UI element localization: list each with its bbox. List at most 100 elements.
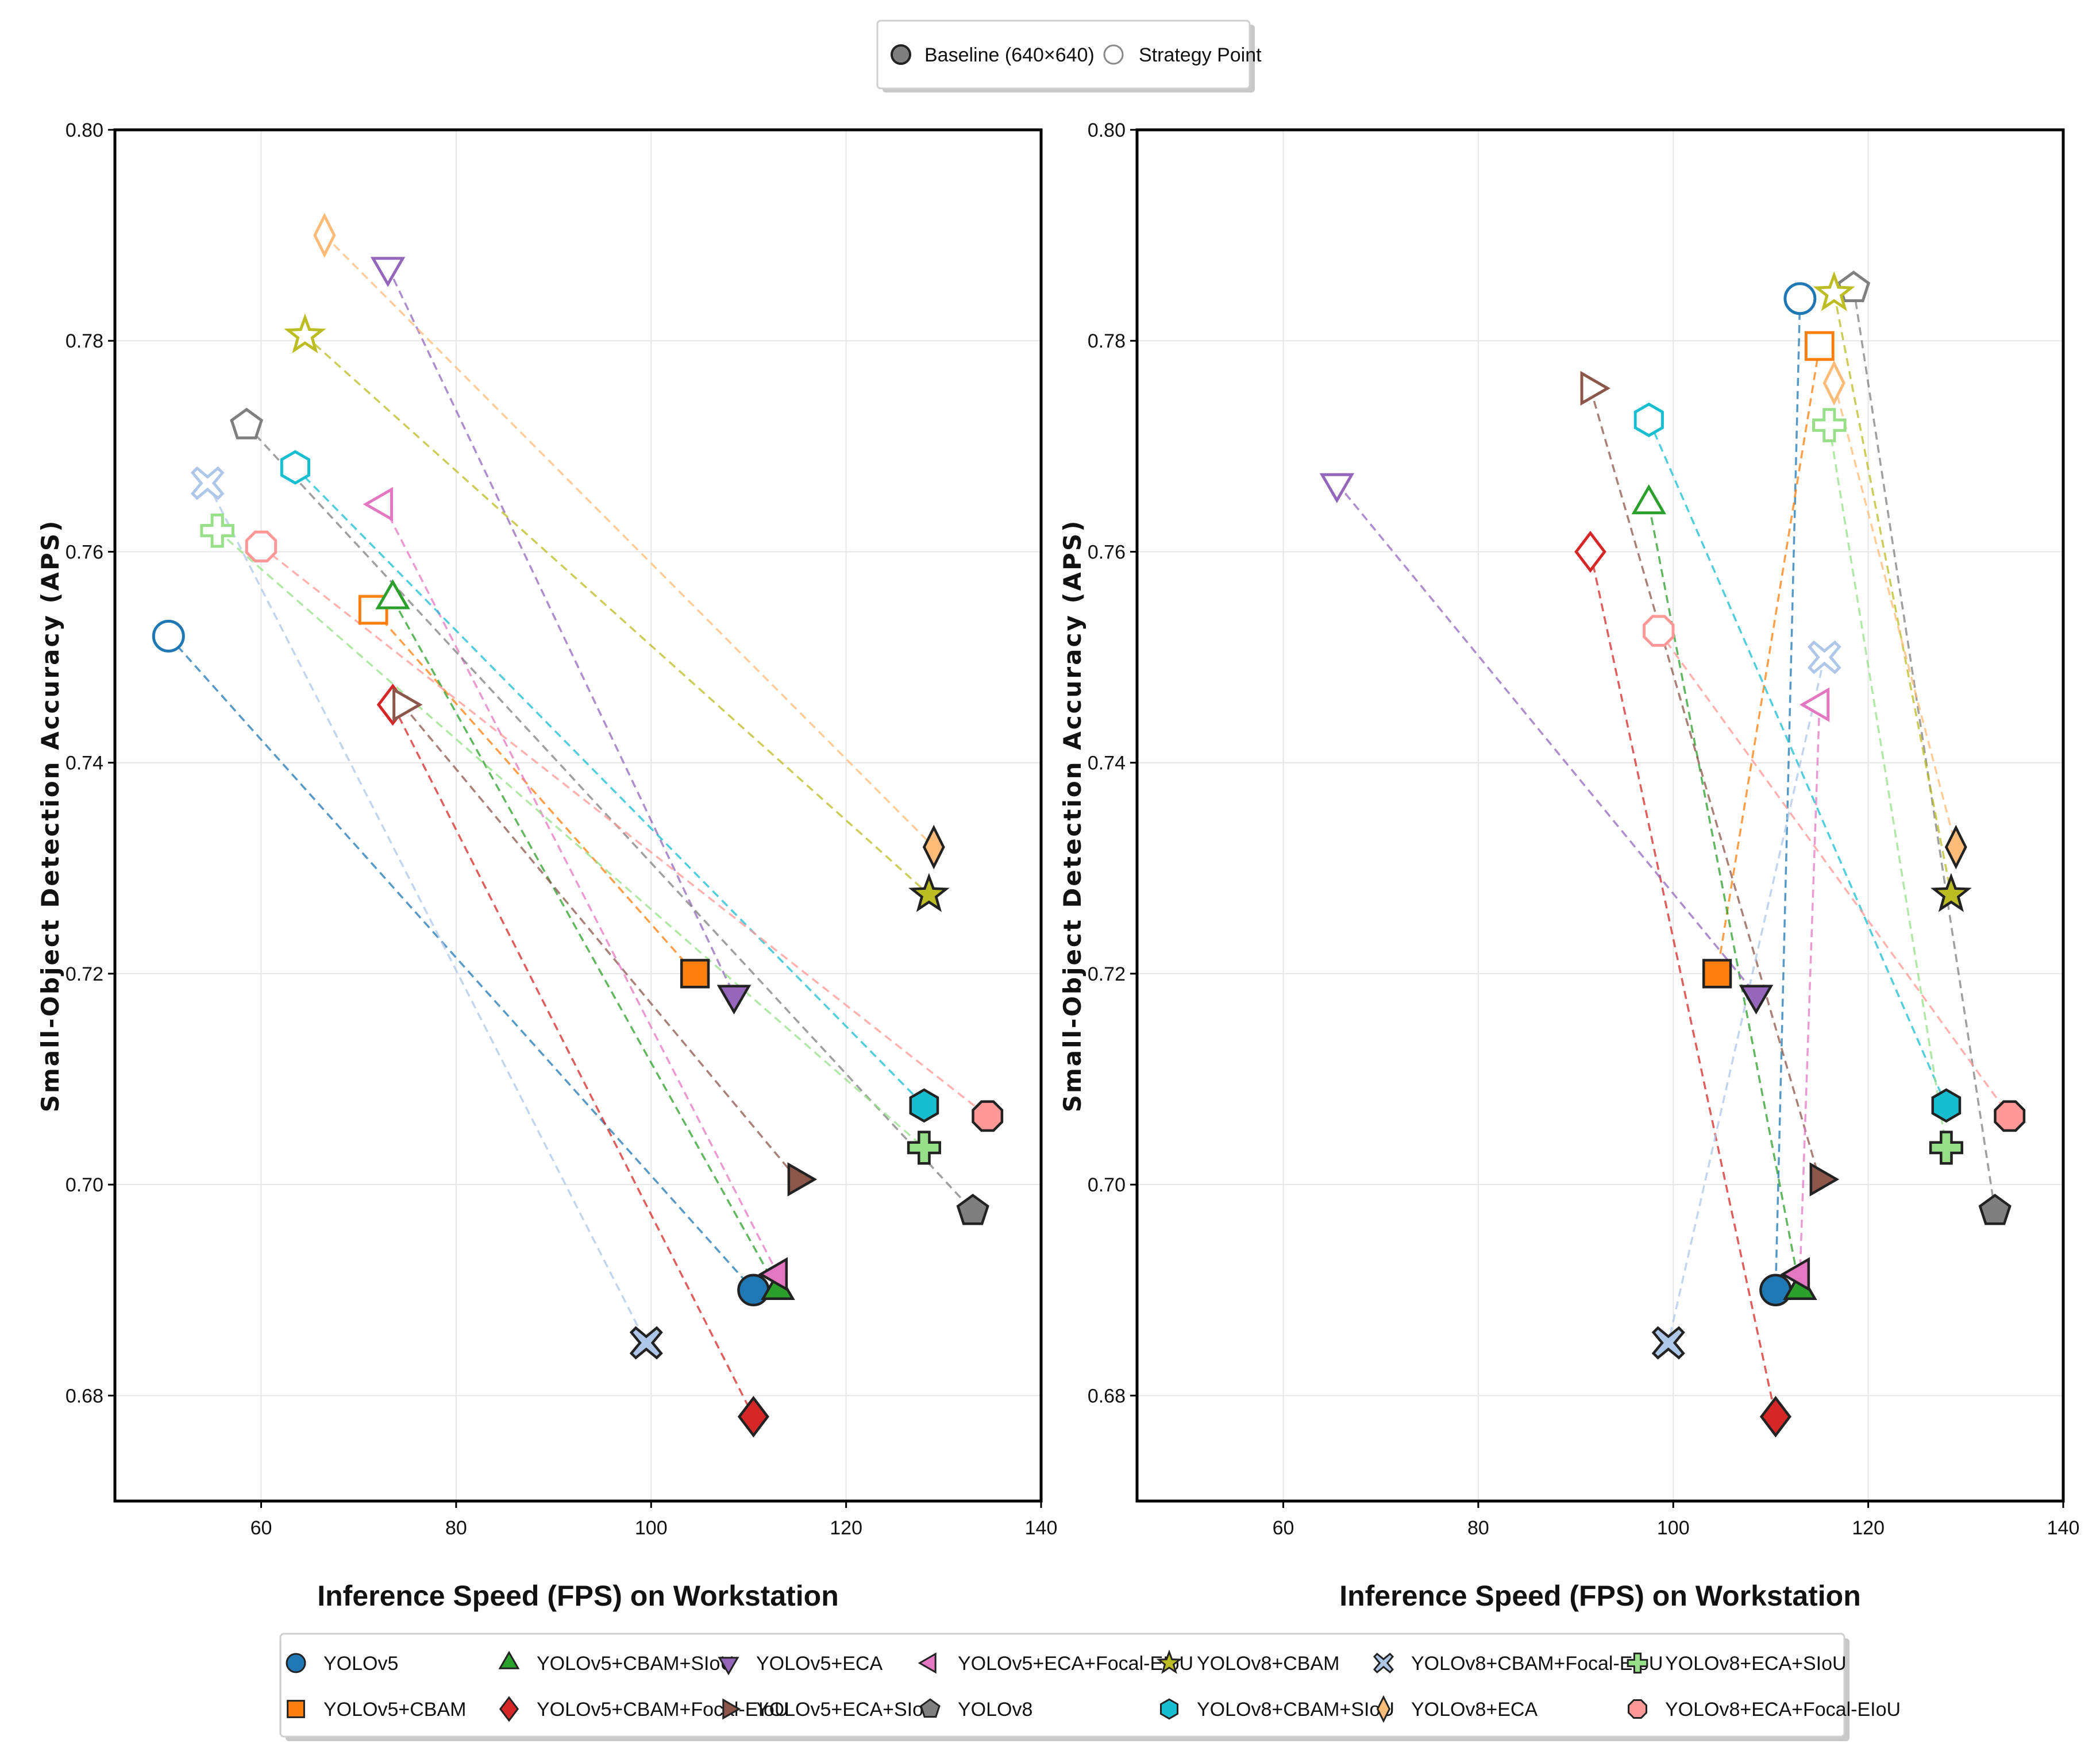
- left-baseline-point-yolov8-cbam-focal-eiou: [629, 1326, 663, 1360]
- left-axis-ticks: 60 80 100 120 140 0.68 0.70 0.72 0.74 0.76 0.78 0.8…: [65, 119, 1058, 1539]
- right-line-yolov8-eca-focal-eiou: [1658, 630, 2011, 1117]
- right-plot-frame: [1135, 128, 2065, 1503]
- right-y-tick-label: 0.72: [1088, 963, 1126, 985]
- right-line-yolov8-cbam-focal-eiou: [1667, 657, 1825, 1343]
- left-strategy-point-yolov5-cbam-siou: [375, 579, 410, 609]
- right-y-tick-label: 0.78: [1088, 330, 1126, 352]
- right-baseline-point-yolov5: [1759, 1274, 1792, 1307]
- left-plot-frame: [113, 128, 1043, 1503]
- right-line-yolov5: [1774, 298, 1801, 1290]
- legend-marker-yolov5-eca: [718, 1657, 739, 1676]
- left-y-tick-label: 0.78: [65, 330, 103, 352]
- left-strategy-point-yolov5-eca-siou: [392, 687, 423, 722]
- left-line-yolov5-cbam-focal-eiou: [392, 704, 754, 1417]
- left-y-tick-label: 0.74: [65, 753, 103, 774]
- right-strategy-point-yolov5-cbam: [1804, 331, 1835, 361]
- legend-label-yolov8-eca-focal-eiou: YOLOv8+ECA+Focal-EIoU: [1665, 1699, 1901, 1720]
- left-line-yolov5-cbam-siou: [392, 599, 779, 1291]
- right-y-tick-label: 0.76: [1088, 541, 1126, 563]
- right-strategy-point-yolov5-eca-focal-eiou: [1799, 687, 1830, 722]
- left-baseline-point-yolov5-eca: [716, 985, 752, 1014]
- left-baseline-point-yolov8-eca-focal-eiou: [972, 1100, 1004, 1132]
- left-x-tick-label: 80: [445, 1517, 467, 1539]
- right-y-tick-label: 0.80: [1088, 119, 1126, 141]
- right-baseline-point-yolov8-eca-siou: [1929, 1131, 1963, 1165]
- left-line-yolov8-eca: [323, 234, 935, 848]
- left-x-axis-label: Inference Speed (FPS) on Workstation: [317, 1580, 839, 1612]
- left-baseline-point-yolov5-cbam-focal-eiou: [737, 1395, 769, 1438]
- left-y-tick-label: 0.70: [65, 1174, 103, 1196]
- legend-label-yolov8-eca: YOLOv8+ECA: [1411, 1699, 1538, 1720]
- right-baseline-point-yolov8-eca: [1944, 824, 1967, 870]
- right-x-tick-label: 140: [2047, 1517, 2080, 1539]
- left-x-tick-label: 60: [251, 1517, 272, 1539]
- left-baseline-point-yolov8-cbam: [908, 873, 950, 912]
- baseline-legend-label: Baseline (640×640): [924, 44, 1095, 66]
- legend-marker-yolov5-cbam: [287, 1700, 305, 1718]
- left-x-tick-label: 100: [635, 1517, 668, 1539]
- left-strategy-point-yolov8-cbam: [284, 313, 326, 354]
- right-x-tick-label: 120: [1852, 1517, 1885, 1539]
- right-baseline-point-yolov5-eca: [1739, 985, 1774, 1014]
- right-line-yolov5-cbam-focal-eiou: [1589, 551, 1777, 1417]
- marker-style-legend: Baseline (640×640) Strategy Point: [876, 20, 1262, 92]
- left-baseline-point-yolov8: [956, 1194, 989, 1225]
- right-line-yolov8-eca: [1833, 383, 1958, 848]
- legend-label-yolov5-cbam-siou: YOLOv5+CBAM+SIoU: [537, 1653, 734, 1675]
- right-y-tick-label: 0.70: [1088, 1174, 1126, 1196]
- right-strategy-point-yolov8-cbam: [1813, 271, 1855, 311]
- left-strategy-point-yolov5: [152, 619, 185, 653]
- legend-label-yolov8-cbam-siou: YOLOv8+CBAM+SIoU: [1197, 1699, 1394, 1720]
- right-line-yolov5-eca: [1336, 483, 1757, 996]
- left-connecting-lines: [168, 234, 988, 1417]
- left-baseline-point-yolov5-eca-siou: [787, 1162, 818, 1197]
- legend-label-yolov5-eca: YOLOv5+ECA: [756, 1653, 883, 1675]
- left-line-yolov5-eca-focal-eiou: [382, 504, 779, 1275]
- left-line-yolov8-eca-siou: [217, 530, 925, 1149]
- right-strategy-point-yolov8-eca-siou: [1812, 408, 1847, 442]
- legend-marker-yolov8-eca-focal-eiou: [1628, 1699, 1647, 1719]
- left-y-tick-label: 0.68: [65, 1385, 103, 1407]
- series-legend-items: YOLOv5 YOLOv5+CBAM YOLOv5+CBAM+SIoU YOLOv5+…: [286, 1649, 1901, 1723]
- right-connecting-lines: [1336, 288, 2011, 1417]
- right-line-yolov5-eca-focal-eiou: [1799, 704, 1821, 1275]
- right-baseline-point-yolov5-cbam: [1702, 959, 1732, 989]
- left-baseline-point-yolov5-eca-focal-eiou: [758, 1257, 788, 1291]
- right-line-yolov8: [1852, 288, 1996, 1212]
- right-strategy-point-yolov5-eca: [1319, 473, 1355, 503]
- left-strategy-point-yolov5-eca: [370, 257, 406, 287]
- right-axis-ticks: 60 80 100 120 140 0.68 0.70 0.72 0.74 0.76 0.78 0.8…: [1088, 119, 2080, 1539]
- legend-label-yolov5: YOLOv5: [323, 1653, 398, 1675]
- right-line-yolov8-cbam-siou: [1648, 419, 1947, 1106]
- legend-label-yolov8-cbam-focal-eiou: YOLOv8+CBAM+Focal-EIoU: [1411, 1653, 1663, 1675]
- legend-marker-yolov8-cbam-siou: [1160, 1698, 1178, 1720]
- legend-label-yolov8-eca-siou: YOLOv8+ECA+SIoU: [1665, 1653, 1847, 1675]
- left-line-yolov8-cbam-focal-eiou: [206, 483, 648, 1344]
- right-baseline-point-yolov5-eca-siou: [1809, 1162, 1840, 1197]
- legend-label-yolov5-eca-siou: YOLOv5+ECA+SIoU: [756, 1699, 938, 1720]
- right-baseline-point-yolov8: [1978, 1194, 2012, 1225]
- right-data-points: [1319, 271, 2026, 1438]
- legend-marker-yolov5: [286, 1653, 306, 1673]
- left-y-tick-label: 0.76: [65, 541, 103, 563]
- series-legend-frame: [279, 1633, 1845, 1738]
- left-y-tick-label: 0.72: [65, 963, 103, 985]
- left-line-yolov5-eca: [387, 266, 735, 996]
- right-strategy-point-yolov5-cbam-siou: [1631, 484, 1667, 515]
- left-x-tick-label: 120: [830, 1517, 862, 1539]
- right-strategy-point-yolov5: [1783, 282, 1817, 315]
- left-gridlines: [115, 129, 1042, 1501]
- right-baseline-point-yolov8-cbam-siou: [1931, 1088, 1962, 1123]
- legend-marker-yolov8-cbam-focal-eiou: [1373, 1652, 1394, 1674]
- left-baseline-point-yolov8-cbam-siou: [909, 1088, 939, 1123]
- right-x-tick-label: 60: [1273, 1517, 1294, 1539]
- right-baseline-point-yolov8-cbam-focal-eiou: [1651, 1326, 1685, 1360]
- left-line-yolov8-eca-focal-eiou: [260, 545, 988, 1117]
- left-baseline-point-yolov8-eca-siou: [907, 1131, 941, 1165]
- legend-label-yolov8: YOLOv8: [958, 1699, 1032, 1720]
- right-y-tick-label: 0.68: [1088, 1385, 1126, 1407]
- right-x-axis-label: Inference Speed (FPS) on Workstation: [1339, 1580, 1861, 1612]
- right-strategy-point-yolov8-eca: [1822, 360, 1845, 406]
- left-x-tick-label: 140: [1025, 1517, 1058, 1539]
